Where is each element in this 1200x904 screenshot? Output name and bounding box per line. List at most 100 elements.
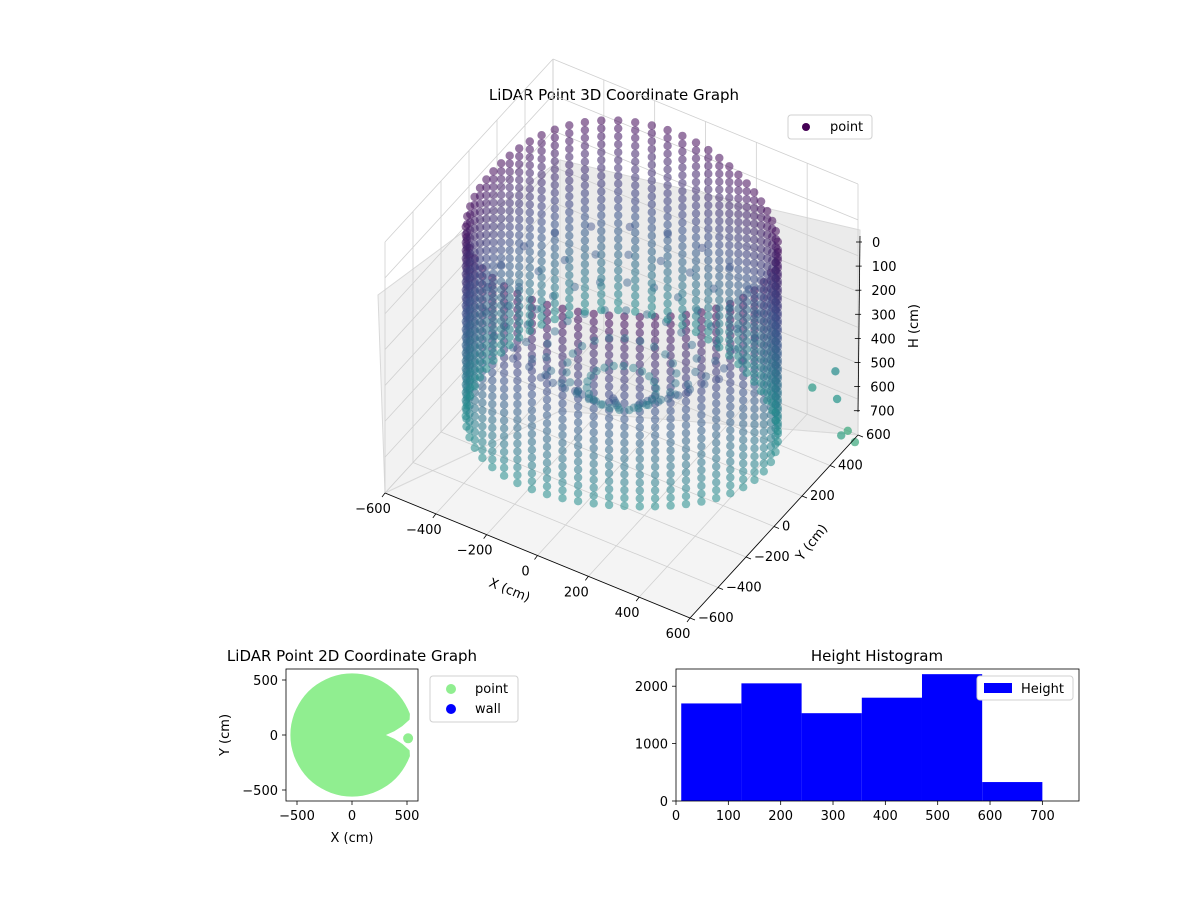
point-cloud-point [704,169,713,178]
point-cloud-point [527,374,537,383]
point-cloud-point [681,365,691,375]
point-cloud-point [573,307,583,316]
point-cloud-point [725,335,734,344]
point-cloud-point [750,428,759,437]
histogram-bar [741,683,802,801]
point-cloud-point [597,163,606,173]
point-cloud-point [580,118,590,127]
point-cloud-point [756,355,766,364]
point-cloud-point [697,442,706,451]
point-cloud-point [691,288,701,297]
point-cloud-point [573,370,583,380]
point-cloud-point [515,294,524,303]
histogram-legend-box [976,675,1074,701]
point-cloud-point [558,367,567,377]
point-cloud-point [505,269,514,279]
point-cloud-point [704,224,713,234]
point-cloud-point [620,478,629,487]
point-cloud-point [505,325,514,334]
point-cloud-point [573,457,583,466]
point-cloud-point [647,271,656,280]
point-cloud-point [681,373,691,383]
point-cloud-point [704,280,713,289]
point-cloud-point [681,428,691,438]
point-cloud-point [589,428,598,437]
point-cloud-point [565,215,574,225]
point-cloud-point [475,357,485,366]
histogram-y-tick-label: 0 [660,795,668,810]
point-cloud-point [614,163,623,173]
point-cloud-point [750,369,759,378]
point-cloud-point [542,332,552,341]
point-cloud-point [631,299,640,308]
point-cloud-point [489,261,498,271]
point-cloud-point [589,395,598,404]
chart-2d-y-tick-label: 0 [270,729,278,744]
point-cloud-point [542,466,552,475]
point-cloud-point [756,315,766,325]
chart-2d-legend-label-wall: wall [475,702,501,717]
point-cloud-point [647,247,656,256]
point-cloud-point [488,407,497,417]
point-cloud-point [756,292,766,301]
point-cloud-point [750,396,759,406]
point-cloud-point [614,282,623,291]
chart-3d-x-axis-line [384,492,691,619]
point-cloud-point [482,269,491,279]
point-cloud-point [635,415,644,424]
point-cloud-point [650,439,660,448]
point-cloud-point [604,413,614,423]
point-cloud-point [580,236,590,245]
point-cloud-point [537,154,546,164]
point-cloud-point [589,412,598,421]
point-cloud-point [666,501,675,510]
point-cloud-point [475,310,485,319]
point-cloud-point [525,216,534,225]
point-cloud-point [565,136,574,146]
point-cloud-point [715,201,724,210]
point-cloud-point [550,259,559,268]
point-cloud-point [604,477,614,486]
point-cloud-point [631,283,640,293]
histogram-x-tick-label: 400 [873,809,898,824]
point-cloud-point [734,265,743,274]
point-cloud-point [635,462,644,472]
point-cloud-point [505,167,514,176]
point-cloud-point [666,446,675,455]
point-cloud-point [499,400,509,409]
point-cloud-point [666,430,675,439]
point-cloud-point [697,339,706,349]
point-cloud-point [482,191,491,200]
point-cloud-point [647,223,656,233]
point-cloud-point [580,165,590,174]
point-cloud-point [691,296,701,305]
point-cloud-point [650,502,660,511]
point-cloud-point [631,275,640,285]
point-cloud-point [631,204,640,214]
point-cloud-point [475,191,485,201]
point-cloud-point [704,248,713,257]
point-cloud-point [734,202,743,211]
point-cloud-point [488,463,497,472]
point-cloud-point [620,320,629,329]
chart-2d-y-axis-label: Y (cm) [218,714,233,757]
point-cloud-point [550,204,559,213]
point-cloud-point [482,340,491,350]
point-cloud-point [573,386,583,395]
point-cloud-point [756,252,766,261]
point-cloud-point [509,354,518,363]
point-cloud-point [489,190,498,200]
point-cloud-point [681,460,691,469]
point-cloud-point [739,380,748,389]
point-cloud-point [505,214,514,223]
point-cloud-point [691,319,701,329]
point-cloud-point [739,435,748,445]
point-cloud-point [715,248,724,257]
point-cloud-point [734,178,743,187]
point-cloud-point [647,129,656,138]
point-cloud-point [497,277,506,286]
point-cloud-point [750,211,759,221]
point-cloud-point [668,359,678,368]
point-cloud-point [634,401,643,410]
grid-left-h [384,94,554,279]
